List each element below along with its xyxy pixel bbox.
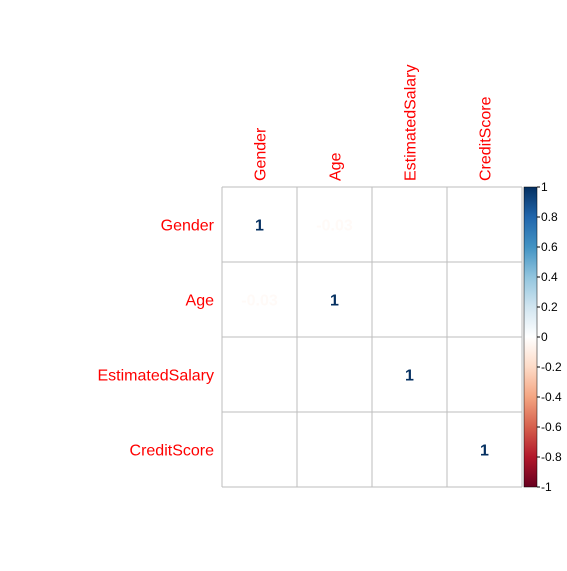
row-label-age: Age	[186, 293, 215, 310]
colorbar-tick-label: 0.6	[541, 240, 558, 254]
col-label-creditscore: CreditScore	[478, 96, 495, 181]
row-label-estimatedsalary: EstimatedSalary	[98, 368, 215, 385]
cell-creditscore-gender	[222, 412, 297, 487]
cell-value-estimatedsalary-estimatedsalary: 1	[405, 368, 414, 385]
cell-age-creditscore	[447, 262, 522, 337]
cell-gender-age	[297, 187, 372, 262]
row-label-creditscore: CreditScore	[130, 443, 215, 460]
cell-gender-estimatedsalary	[372, 187, 447, 262]
colorbar-tick-label: 1	[541, 180, 548, 194]
cell-creditscore-estimatedsalary	[372, 412, 447, 487]
cell-age-estimatedsalary	[372, 262, 447, 337]
cell-value-gender-gender: 1	[255, 218, 264, 235]
cell-creditscore-age	[297, 412, 372, 487]
cell-age-gender	[222, 262, 297, 337]
cell-value-gender-age: -0.03	[316, 218, 353, 235]
colorbar-tick-label: -1	[541, 480, 552, 494]
colorbar	[524, 187, 537, 487]
cell-estimatedsalary-creditscore	[447, 337, 522, 412]
cell-estimatedsalary-gender	[222, 337, 297, 412]
cell-value-age-gender: -0.03	[241, 293, 278, 310]
cell-creditscore-creditscore	[447, 412, 522, 487]
col-label-estimatedsalary: EstimatedSalary	[403, 65, 420, 182]
colorbar-tick-label: 0.8	[541, 210, 558, 224]
cell-gender-gender	[222, 187, 297, 262]
cell-age-age	[297, 262, 372, 337]
col-label-age: Age	[328, 152, 345, 181]
cell-estimatedsalary-estimatedsalary	[372, 337, 447, 412]
colorbar-tick-label: -0.2	[541, 360, 562, 374]
cell-value-age-age: 1	[330, 293, 339, 310]
col-label-gender: Gender	[253, 127, 270, 181]
cell-estimatedsalary-age	[297, 337, 372, 412]
colorbar-tick-label: -0.8	[541, 450, 562, 464]
colorbar-tick-label: -0.6	[541, 420, 562, 434]
cell-value-creditscore-creditscore: 1	[480, 443, 489, 460]
colorbar-tick-label: 0	[541, 330, 548, 344]
cell-gender-creditscore	[447, 187, 522, 262]
colorbar-tick-label: -0.4	[541, 390, 562, 404]
colorbar-tick-label: 0.2	[541, 300, 558, 314]
colorbar-tick-label: 0.4	[541, 270, 558, 284]
row-label-gender: Gender	[161, 218, 215, 235]
